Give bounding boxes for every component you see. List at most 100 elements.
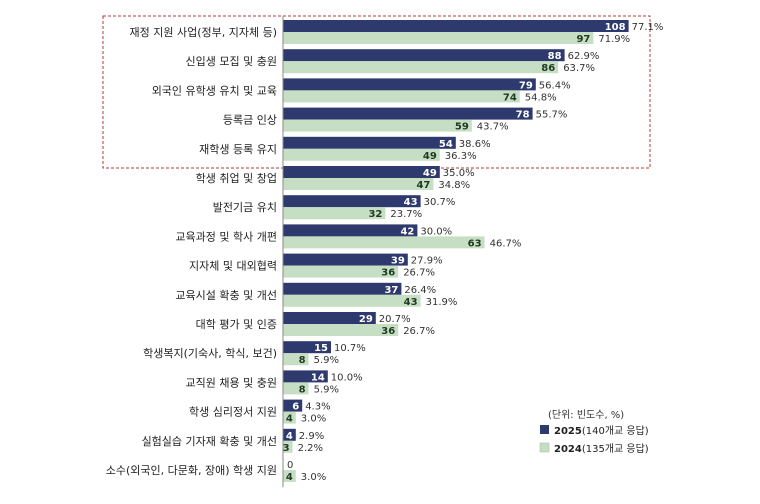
bar-2024	[283, 61, 559, 74]
bar-2025	[283, 78, 536, 91]
value-label-2024: 36	[381, 326, 395, 337]
category-label: 교직원 채용 및 충원	[186, 376, 277, 389]
bar-2025	[283, 20, 629, 32]
percent-label-2025: 2.9%	[299, 431, 324, 442]
value-label-2025: 79	[519, 80, 533, 91]
percent-label-2024: 54.8%	[525, 92, 557, 103]
bars-group: 108 77.1%97 71.9%88 62.9%86 63.7%79 56.4%74 54…	[282, 16, 664, 488]
legend-swatch-2025	[540, 425, 549, 434]
percent-label-2025: 35.0%	[443, 168, 475, 179]
value-label-2025: 6	[292, 402, 299, 413]
value-label-2025: 15	[314, 343, 328, 354]
value-label-2025: 39	[391, 256, 405, 267]
category-label: 재정 지원 사업(정부, 지자체 등)	[129, 26, 277, 39]
bar-2024	[283, 265, 399, 278]
bar-2024	[283, 294, 421, 307]
bar-2024	[283, 440, 293, 453]
legend: (단위: 빈도수, %) 2025(140개교 응답) 2024(135개교 응답)	[539, 408, 649, 455]
category-label: 소수(외국인, 다문화, 장애) 학생 지원	[106, 464, 277, 477]
value-label-2025: 37	[384, 285, 398, 296]
category-label: 외국인 유학생 유치 및 교육	[152, 84, 277, 97]
value-label-2024: 63	[468, 238, 482, 249]
percent-label-2024: 71.9%	[598, 34, 630, 45]
percent-label-2025: 62.9%	[568, 51, 600, 62]
value-label-2024: 3	[283, 443, 290, 454]
percent-label-2025: 27.9%	[411, 256, 443, 267]
value-label-2024: 47	[416, 180, 430, 191]
unit-label: (단위: 빈도수, %)	[548, 408, 624, 421]
category-label: 대학 평가 및 인증	[196, 318, 277, 331]
percent-label-2025: 10.0%	[331, 372, 363, 383]
bar-2025	[283, 136, 456, 149]
bar-2025	[283, 107, 533, 120]
bar-2025	[283, 282, 402, 295]
bar-2025	[283, 253, 408, 266]
percent-label-2025: 20.7%	[379, 314, 411, 325]
bar-2024	[283, 470, 296, 482]
value-label-2025: 42	[400, 226, 414, 237]
value-label-2024: 86	[541, 63, 555, 74]
bar-2024	[283, 382, 309, 395]
legend-label-2024: 2024(135개교 응답)	[554, 443, 649, 455]
legend-series-name: 2025	[554, 426, 582, 437]
percent-label-2025: 77.1%	[632, 22, 664, 33]
legend-series-note: (135개교 응답)	[582, 443, 649, 455]
legend-series-name: 2024	[554, 444, 582, 455]
value-label-2024: 59	[455, 122, 469, 133]
percent-label-2024: 36.3%	[445, 151, 477, 162]
bar-2025	[283, 399, 303, 412]
percent-label-2024: 3.0%	[301, 472, 326, 483]
percent-label-2025: 30.0%	[420, 226, 452, 237]
value-label-2025: 4	[286, 431, 293, 442]
value-label-2024: 74	[503, 92, 517, 103]
value-label-2024: 49	[423, 151, 437, 162]
value-label-2025: 29	[359, 314, 373, 325]
percent-label-2024: 34.8%	[438, 180, 470, 191]
percent-label-2024: 26.7%	[403, 268, 435, 279]
percent-label-2025: 55.7%	[536, 110, 568, 121]
value-label-2024: 4	[286, 472, 293, 483]
percent-label-2025: 56.4%	[539, 80, 571, 91]
category-label: 교육과정 및 학사 개편	[175, 230, 277, 243]
percent-label-2024: 5.9%	[314, 355, 339, 366]
category-label: 재학생 등록 유지	[199, 143, 277, 156]
legend-label-2025: 2025(140개교 응답)	[554, 425, 649, 437]
bar-2025	[283, 49, 565, 62]
bar-2025	[283, 224, 418, 237]
bar-2024	[283, 32, 594, 44]
category-label: 발전기금 유치	[213, 201, 277, 214]
value-label-2025: 14	[311, 372, 325, 383]
value-label-2025: 43	[404, 197, 418, 208]
bar-2024	[283, 178, 434, 190]
percent-label-2025: 30.7%	[424, 197, 456, 208]
bar-2025	[283, 428, 296, 441]
value-label-2025: 108	[605, 22, 626, 33]
percent-label-2024: 31.9%	[426, 297, 458, 308]
bar-2025	[283, 312, 376, 324]
percent-label-2024: 63.7%	[563, 63, 595, 74]
percent-label-2025: 26.4%	[404, 285, 436, 296]
percent-label-2024: 23.7%	[390, 209, 422, 220]
value-label-2024: 32	[368, 209, 382, 220]
percent-label-2024: 26.7%	[403, 326, 435, 337]
value-label-2025: 78	[516, 110, 530, 121]
value-label-2024: 97	[576, 34, 590, 45]
legend-swatch-2024	[539, 442, 550, 453]
value-label-2024: 43	[404, 297, 418, 308]
percent-label-2025: 10.7%	[334, 343, 366, 354]
category-label: 학생 심리정서 지원	[189, 406, 277, 419]
value-label-2024: 36	[381, 268, 395, 279]
percent-label-2025: 4.3%	[305, 402, 330, 413]
bar-2024	[283, 148, 440, 161]
category-label: 실험실습 기자재 확충 및 개선	[142, 435, 277, 448]
category-label: 지자체 및 대외협력	[189, 260, 277, 273]
value-label-2025: 54	[439, 139, 453, 150]
value-label-2025: 49	[423, 168, 437, 179]
bar-2025	[283, 195, 421, 208]
category-label: 학생복지(기숙사, 학식, 보건)	[143, 347, 277, 360]
category-label: 등록금 인상	[223, 114, 277, 127]
percent-label-2024: 2.2%	[298, 443, 323, 454]
bar-2025	[283, 166, 440, 178]
